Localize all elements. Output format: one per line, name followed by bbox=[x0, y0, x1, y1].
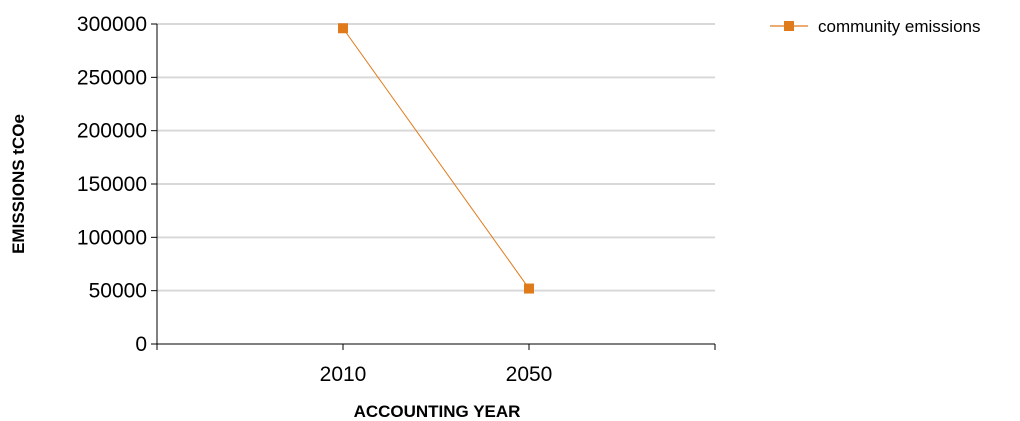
series-line-0 bbox=[342, 27, 530, 289]
legend: community emissions bbox=[770, 17, 981, 36]
x-tick-label-2050: 2050 bbox=[506, 363, 553, 386]
y-tick-labels: 0 50000 100000 150000 200000 250000 300000 bbox=[77, 13, 157, 356]
y-tick-label-100000: 100000 bbox=[77, 226, 147, 249]
y-tick-label-150000: 150000 bbox=[77, 173, 147, 196]
legend-marker-swatch bbox=[784, 21, 794, 31]
y-tick-label-300000: 300000 bbox=[77, 13, 147, 36]
series-layer bbox=[338, 23, 534, 294]
x-tick-labels: 2010 2050 bbox=[156, 344, 716, 386]
legend-label-community-emissions: community emissions bbox=[818, 17, 981, 36]
y-tick-label-50000: 50000 bbox=[89, 280, 147, 303]
y-tick-label-250000: 250000 bbox=[77, 66, 147, 89]
y-axis-title: EMISSIONS tCOe bbox=[9, 114, 28, 254]
data-point-2010 bbox=[338, 23, 348, 34]
y-tick-label-0: 0 bbox=[135, 333, 147, 356]
x-axis-title: ACCOUNTING YEAR bbox=[354, 402, 521, 421]
data-point-2050 bbox=[524, 283, 534, 294]
x-tick-label-2010: 2010 bbox=[320, 363, 367, 386]
y-tick-label-200000: 200000 bbox=[77, 120, 147, 143]
gridlines bbox=[157, 23, 715, 292]
